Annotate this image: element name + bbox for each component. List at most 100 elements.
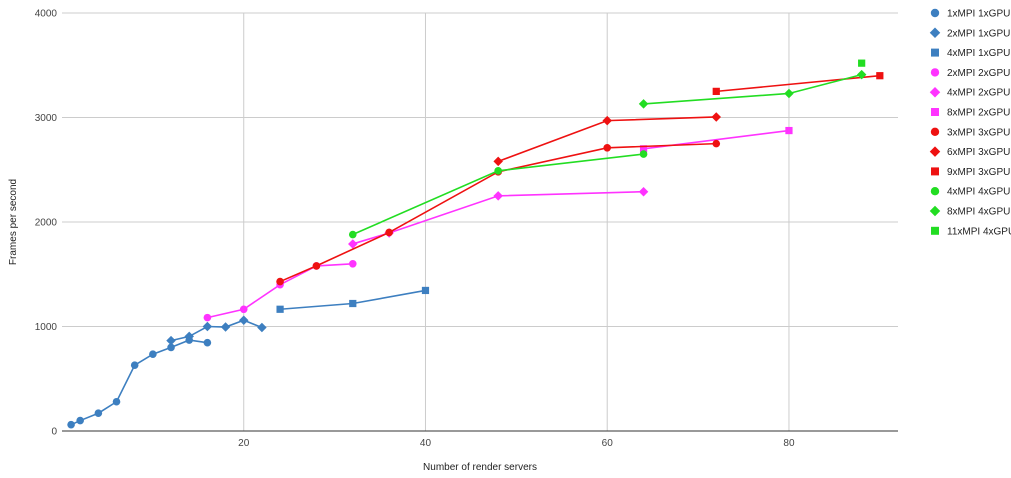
data-point — [493, 156, 503, 167]
legend-label: 4xMPI 1xGPU — [947, 48, 1010, 59]
legend-item-4xmpi-4xgpu: 4xMPI 4xGPU — [930, 187, 1010, 198]
legend-marker — [931, 226, 939, 235]
legend-marker — [930, 187, 940, 196]
series-layer — [67, 59, 884, 429]
series-11xmpi-4xgpu — [858, 59, 866, 67]
data-point — [276, 305, 284, 313]
gridlines — [62, 12, 898, 431]
data-point — [220, 322, 231, 332]
legend-item-8xmpi-4xgpu: 8xMPI 4xGPU — [929, 205, 1010, 218]
y-tick-label: 0 — [51, 427, 57, 438]
legend-label: 6xMPI 3xGPU — [947, 147, 1010, 158]
data-point — [276, 277, 284, 286]
axes: 0 1000 2000 3000 4000 20 40 60 80 — [35, 9, 898, 449]
data-point — [112, 397, 121, 406]
legend-marker — [931, 108, 939, 116]
series-2xmpi-1xgpu — [166, 315, 267, 346]
legend-marker — [929, 27, 941, 39]
data-point — [856, 69, 867, 80]
y-axis-title: Frames per second — [8, 179, 19, 265]
x-tick-label: 80 — [783, 438, 795, 449]
data-point — [639, 145, 648, 153]
data-point — [167, 343, 175, 352]
data-point — [712, 139, 721, 148]
data-point — [858, 59, 866, 67]
data-point — [94, 409, 103, 418]
legend-label: 2xMPI 1xGPU — [947, 28, 1010, 39]
data-point — [348, 239, 358, 249]
legend-marker — [931, 167, 939, 176]
x-tick-label: 60 — [602, 438, 614, 449]
data-point — [712, 87, 720, 95]
legend-item-2xmpi-1xgpu: 2xMPI 1xGPU — [929, 27, 1010, 39]
legend-marker — [929, 146, 941, 157]
legend-item-4xmpi-1xgpu: 4xMPI 1xGPU — [931, 48, 1010, 59]
x-axis-title: Number of render servers — [423, 462, 537, 473]
series-line-2xmpi-1xgpu — [170, 319, 263, 342]
legend-label: 9xMPI 3xGPU — [947, 167, 1010, 178]
legend-item-8xmpi-2xgpu: 8xMPI 2xGPU — [931, 108, 1010, 119]
legend-item-6xmpi-3xgpu: 6xMPI 3xGPU — [929, 146, 1010, 158]
data-point — [166, 335, 176, 346]
data-point — [638, 186, 649, 197]
data-point — [203, 313, 212, 322]
y-tick-label: 2000 — [35, 218, 58, 229]
data-point — [711, 112, 722, 122]
data-point — [130, 361, 139, 369]
series-9xmpi-3xgpu — [712, 72, 884, 95]
data-point — [348, 230, 357, 239]
data-point — [638, 99, 649, 109]
data-point — [149, 350, 157, 358]
data-point — [257, 322, 267, 333]
data-point — [876, 72, 884, 80]
data-point — [184, 331, 194, 342]
series-8xmpi-2xgpu — [639, 126, 793, 153]
legend-item-3xmpi-3xgpu: 3xMPI 3xGPU — [930, 127, 1010, 138]
x-tick-label: 20 — [238, 438, 250, 449]
legend-item-11xmpi-4xgpu: 11xMPI 4xGPU — [931, 226, 1011, 237]
data-point — [238, 315, 249, 325]
series-4xmpi-4xgpu — [348, 150, 648, 239]
data-point — [785, 126, 793, 135]
legend: 1xMPI 1xGPU 2xMPI 1xGPU 4xMPI 1xGPU 2xMPI 2… — [929, 9, 1011, 237]
legend-label: 4xMPI 4xGPU — [947, 187, 1010, 198]
data-point — [494, 166, 502, 175]
legend-item-9xmpi-3xgpu: 9xMPI 3xGPU — [931, 167, 1010, 178]
data-point — [421, 286, 430, 295]
series-4xmpi-2xgpu — [348, 186, 649, 249]
legend-label: 3xMPI 3xGPU — [947, 127, 1010, 138]
legend-label: 11xMPI 4xGPU — [947, 226, 1011, 237]
legend-marker — [931, 48, 939, 57]
legend-label: 8xMPI 4xGPU — [947, 207, 1010, 218]
legend-item-1xmpi-1xgpu: 1xMPI 1xGPU — [930, 9, 1010, 20]
data-point — [493, 191, 503, 201]
data-point — [348, 260, 357, 268]
data-point — [639, 150, 648, 158]
data-point — [603, 144, 612, 152]
y-tick-label: 4000 — [35, 9, 58, 20]
legend-marker — [930, 68, 940, 77]
legend-label: 1xMPI 1xGPU — [947, 9, 1010, 20]
data-point — [76, 416, 84, 425]
y-tick-label: 3000 — [35, 113, 58, 124]
series-line-4xmpi-2xgpu — [352, 190, 644, 245]
data-point — [203, 338, 212, 347]
data-point — [349, 299, 357, 308]
series-4xmpi-1xgpu — [276, 286, 430, 313]
legend-marker — [929, 205, 941, 217]
data-point — [202, 321, 213, 332]
data-point — [602, 115, 612, 126]
legend-item-2xmpi-2xgpu: 2xMPI 2xGPU — [930, 68, 1010, 79]
x-tick-label: 40 — [420, 438, 432, 449]
legend-marker — [930, 127, 940, 136]
data-point — [784, 88, 794, 99]
legend-item-4xmpi-2xgpu: 4xMPI 2xGPU — [929, 86, 1010, 99]
data-point — [385, 228, 393, 237]
y-tick-label: 1000 — [35, 322, 58, 333]
series-line-3xmpi-3xgpu — [279, 142, 717, 283]
series-6xmpi-3xgpu — [493, 112, 722, 167]
legend-label: 2xMPI 2xGPU — [947, 68, 1010, 79]
data-point — [312, 262, 321, 270]
series-1xmpi-1xgpu — [67, 336, 212, 429]
